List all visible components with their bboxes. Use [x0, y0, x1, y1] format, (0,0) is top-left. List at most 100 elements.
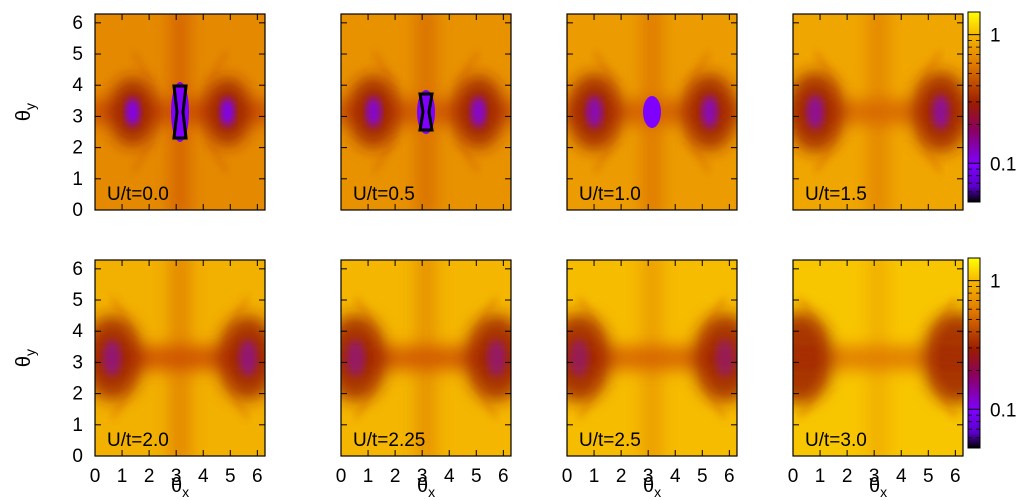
heatmap-lobe-core: [125, 97, 140, 126]
x-tick-label: 5: [697, 466, 708, 487]
y-tick-label: 6: [72, 13, 83, 34]
x-tick-label: 0: [90, 466, 101, 487]
y-tick-label: 3: [72, 352, 83, 373]
heatmap-lobe-core: [238, 339, 257, 376]
colorbar-tick-label: 0.1: [990, 154, 1016, 175]
x-axis-label: θx: [869, 475, 887, 500]
x-tick-label: 5: [923, 466, 934, 487]
heatmap-panel: U/t=2.0: [94, 259, 266, 457]
heatmap-band-vertical: [170, 260, 191, 456]
heatmap-lobe-core: [586, 95, 603, 128]
y-tick-label: 2: [72, 384, 83, 405]
x-tick-label: 4: [444, 466, 455, 487]
heatmap-ring-arc: [577, 297, 603, 419]
x-tick-label: 6: [724, 466, 735, 487]
panel-frame: [566, 13, 738, 211]
y-tick-label: 0: [72, 200, 83, 221]
x-axis-label: θx: [417, 475, 435, 500]
y-tick-label: 1: [72, 169, 83, 190]
heatmap-lobe-halo: [793, 312, 833, 404]
heatmap-lobe-halo: [923, 312, 963, 404]
y-tick-label: 6: [72, 259, 83, 280]
colorbar-tick-label: 1: [990, 272, 1001, 293]
y-tick-label: 3: [72, 106, 83, 127]
x-tick-label: 3: [171, 466, 182, 487]
x-tick-label: 1: [589, 466, 600, 487]
panel-frame: [94, 259, 266, 457]
y-tick-label: 2: [72, 138, 83, 159]
heatmap-lobe-core: [346, 339, 365, 377]
x-tick-label: 2: [144, 466, 155, 487]
panel-frame: [340, 13, 512, 211]
y-tick-label: 4: [72, 75, 83, 96]
heatmap-ring-arc: [916, 51, 942, 173]
panel-frame: [792, 259, 964, 457]
x-tick-label: 6: [498, 466, 509, 487]
heatmap-band-vertical: [642, 260, 663, 456]
x-tick-label: 3: [417, 466, 428, 487]
panel-frame: [94, 13, 266, 211]
heatmap-lobe-core: [569, 338, 589, 377]
heatmap-center-core: [643, 95, 662, 128]
x-tick-label: 2: [616, 466, 627, 487]
heatmap-ring-arc: [223, 297, 250, 419]
heatmap-lobe-core: [487, 339, 506, 377]
heatmap-panel: U/t=3.0: [792, 259, 964, 457]
heatmap-ring-arc: [932, 297, 958, 419]
heatmap-lobe-core: [366, 96, 382, 127]
heatmap-ring-arc: [685, 51, 711, 173]
heatmap-band-vertical: [868, 14, 889, 210]
colorbar-tick-label: 0.1: [990, 400, 1016, 421]
heatmap-center-contour: [418, 92, 434, 132]
heatmap-panel: U/t=0.5: [340, 13, 512, 211]
heatmap-lobe-core: [103, 339, 122, 376]
heatmap-lobe-core: [806, 94, 824, 129]
y-tick-label: 4: [72, 321, 83, 342]
heatmap-lobe-core: [220, 97, 235, 126]
heatmap-ring-arc: [354, 297, 380, 419]
panel-label: U/t=2.0: [107, 430, 169, 451]
heatmap-ring-arc: [798, 297, 824, 419]
colorbar-gradient: [967, 11, 981, 203]
panel-label: U/t=0.5: [353, 184, 415, 205]
heatmap-ring-arc: [203, 51, 229, 173]
heatmap-lobe-core: [932, 94, 950, 129]
heatmap-ring-arc: [372, 51, 398, 173]
x-tick-label: 4: [198, 466, 209, 487]
heatmap-band-vertical: [868, 260, 889, 456]
panel-frame: [340, 259, 512, 457]
heatmap-ring-arc: [814, 51, 840, 173]
x-tick-label: 4: [896, 466, 907, 487]
x-tick-label: 0: [788, 466, 799, 487]
panel-label: U/t=3.0: [805, 430, 867, 451]
heatmap-ring-arc: [454, 51, 480, 173]
y-axis-label: θy: [13, 349, 38, 367]
panel-label: U/t=1.0: [579, 184, 641, 205]
heatmap-lobe-core: [715, 338, 735, 377]
panel-frame: [792, 13, 964, 211]
colorbar: 10.1: [967, 257, 1016, 449]
panel-label: U/t=1.5: [805, 184, 867, 205]
x-tick-label: 3: [869, 466, 880, 487]
x-tick-label: 6: [950, 466, 961, 487]
panel-frame: [566, 259, 738, 457]
x-tick-label: 5: [225, 466, 236, 487]
x-tick-label: 4: [670, 466, 681, 487]
panel-label: U/t=2.25: [353, 430, 425, 451]
heatmap-ring-arc: [701, 297, 727, 419]
heatmap-center-contour: [172, 84, 188, 140]
x-tick-label: 1: [363, 466, 374, 487]
colorbar-gradient: [967, 257, 981, 449]
heatmap-ring-arc: [593, 51, 619, 173]
y-axis-label: θy: [13, 103, 38, 121]
y-tick-label: 5: [72, 290, 83, 311]
x-tick-label: 3: [643, 466, 654, 487]
heatmap-lobe-core: [701, 95, 718, 128]
x-tick-label: 2: [842, 466, 853, 487]
x-tick-label: 1: [117, 466, 128, 487]
y-tick-label: 1: [72, 415, 83, 436]
heatmap-ring-arc: [110, 297, 137, 419]
panel-label: U/t=2.5: [579, 430, 641, 451]
heatmap-lobe-core: [470, 96, 486, 127]
